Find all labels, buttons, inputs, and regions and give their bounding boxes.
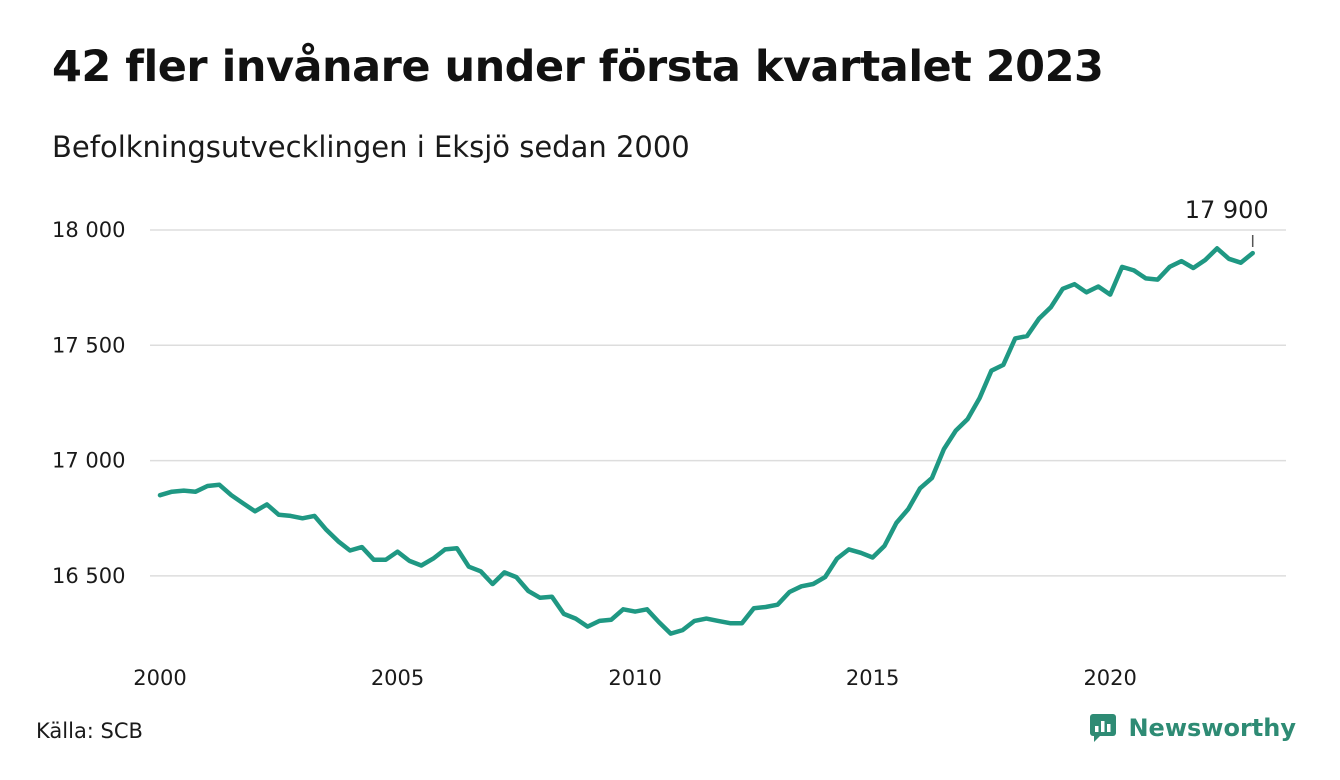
- x-tick-label: 2005: [371, 666, 424, 690]
- y-axis-ticks: 16 500 17 000 17 500 18 000: [52, 218, 125, 588]
- y-tick-label: 17 500: [52, 333, 125, 357]
- y-tick-label: 17 000: [52, 449, 125, 473]
- brand-name: Newsworthy: [1128, 714, 1296, 742]
- population-line: [157, 246, 1255, 636]
- brand-logo: Newsworthy: [1089, 713, 1296, 743]
- source-note: Källa: SCB: [36, 719, 143, 743]
- gridlines: [150, 229, 1286, 577]
- x-tick-label: 2015: [846, 666, 899, 690]
- chart-subtitle: Befolkningsutvecklingen i Eksjö sedan 20…: [52, 130, 690, 164]
- y-tick-label: 16 500: [52, 564, 125, 588]
- annotation-layer: 17 900: [1185, 196, 1269, 247]
- series-layer: [157, 246, 1255, 636]
- y-tick-label: 18 000: [52, 218, 125, 242]
- x-tick-label: 2020: [1083, 666, 1136, 690]
- x-axis-ticks: 2000 2005 2010 2015 2020: [133, 666, 1137, 690]
- chart-title: 42 fler invånare under första kvartalet …: [52, 42, 1104, 92]
- x-tick-label: 2000: [133, 666, 186, 690]
- newsworthy-logo-icon: [1090, 714, 1117, 742]
- last-value-label: 17 900: [1185, 196, 1269, 224]
- x-tick-label: 2010: [608, 666, 661, 690]
